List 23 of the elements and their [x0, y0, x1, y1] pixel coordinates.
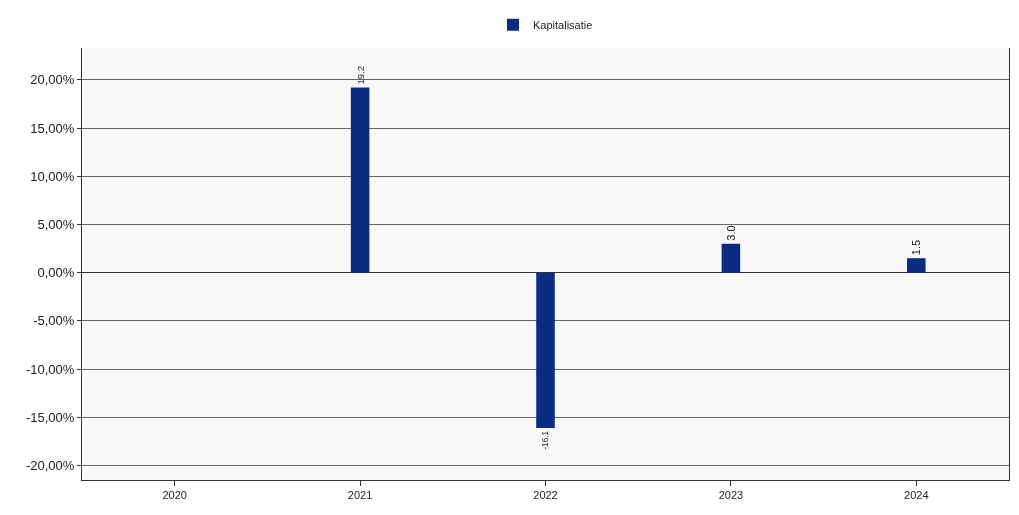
- y-tick-label: 5,00%: [37, 217, 75, 233]
- legend-label: Kapitalisatie: [533, 19, 593, 32]
- y-tick-label: 20,00%: [30, 72, 75, 88]
- y-tick-label: 0,00%: [37, 265, 75, 281]
- x-tick-label: 2023: [718, 489, 744, 502]
- data-label: 3.0: [724, 225, 737, 241]
- x-tick-label: 2021: [347, 489, 373, 502]
- y-tick-label: -5,00%: [33, 313, 75, 329]
- data-label: 1.5: [910, 239, 923, 256]
- bar: [721, 243, 741, 273]
- x-tick-label: 2020: [162, 489, 187, 502]
- x-tick-label: 2022: [533, 489, 558, 502]
- y-tick-label: -15,00%: [25, 409, 75, 425]
- x-tick-label: 2024: [904, 489, 929, 502]
- data-label: 19.2: [354, 66, 366, 85]
- y-tick-label: -10,00%: [25, 361, 75, 377]
- y-tick-label: 15,00%: [30, 120, 75, 136]
- bar: [350, 87, 370, 273]
- y-tick-label: 10,00%: [30, 168, 75, 184]
- y-tick-label: -20,00%: [25, 458, 75, 474]
- bar: [536, 272, 555, 428]
- data-label: -16.1: [541, 430, 551, 450]
- bar: [907, 258, 926, 273]
